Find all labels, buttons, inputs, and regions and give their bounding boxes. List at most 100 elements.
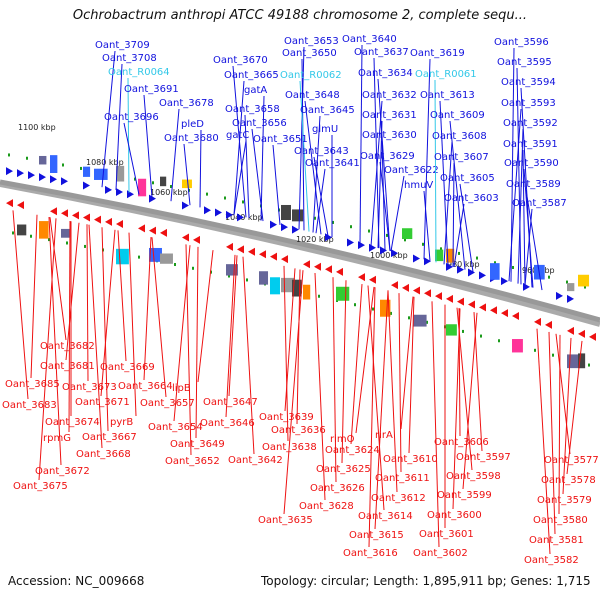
gene-leader-line — [449, 120, 466, 270]
gene-leader-line — [49, 217, 67, 341]
forward-gene-label: Oant_3643 — [294, 146, 349, 157]
reverse-gene-label: Oant_3675 — [13, 481, 68, 492]
reverse-gene-label: Oant_3582 — [524, 555, 579, 566]
reverse-gene-label: Oant_3639 — [259, 412, 314, 423]
reverse-gene-label: Oant_3624 — [325, 445, 380, 456]
reverse-gene-label: Oant_3612 — [371, 493, 426, 504]
tick-mark — [174, 263, 176, 267]
reverse-gene-arrow — [589, 332, 596, 341]
reverse-gene-arrow — [281, 255, 288, 264]
reverse-gene-arrow — [237, 245, 244, 254]
forward-gene-label: Oant_3607 — [434, 152, 489, 163]
tick-mark — [458, 251, 460, 255]
forward-gene-label: Oant_3605 — [440, 173, 495, 184]
reverse-gene-label: Oant_3626 — [310, 483, 365, 494]
forward-gene-label: Oant_3645 — [300, 105, 355, 116]
tick-mark — [152, 181, 154, 185]
feature-block — [512, 339, 523, 353]
reverse-gene-arrow — [369, 275, 376, 284]
reverse-gene-arrow — [391, 281, 398, 290]
tick-mark — [552, 353, 554, 357]
gene-leader-line — [459, 183, 474, 272]
reverse-gene-label: lipB — [172, 383, 191, 394]
gene-leader-line — [377, 78, 391, 251]
forward-gene-arrow — [413, 254, 420, 263]
reverse-gene-arrow — [83, 213, 90, 222]
forward-gene-arrow — [380, 246, 387, 255]
reverse-gene-arrow — [6, 199, 13, 208]
tick-mark — [368, 229, 370, 233]
gene-leader-line — [251, 128, 264, 222]
reverse-gene-arrow — [72, 211, 79, 220]
reverse-gene-label: Oant_3673 — [62, 382, 117, 393]
tick-mark — [80, 166, 82, 170]
gene-leader-line — [128, 232, 137, 417]
reverse-gene-label: Oant_3664 — [118, 381, 173, 392]
gene-leader-line — [355, 286, 375, 434]
feature-block — [39, 221, 49, 239]
forward-gene-label: Oant_3680 — [164, 133, 219, 144]
feature-block — [281, 204, 291, 221]
feature-block — [61, 228, 70, 238]
gene-leader-line — [244, 114, 250, 219]
kbp-tick-label: 1060 kbp — [150, 188, 188, 197]
reverse-gene-label: Oant_3611 — [375, 473, 430, 484]
gene-leader-line — [562, 337, 572, 495]
gene-leader-line — [517, 128, 524, 284]
reverse-gene-arrow — [435, 292, 442, 301]
forward-gene-arrow — [468, 268, 475, 277]
gene-leader-line — [373, 57, 380, 249]
reverse-gene-label: Oant_3578 — [541, 475, 596, 486]
tick-mark — [386, 233, 388, 237]
gene-leader-line — [197, 250, 214, 383]
accession-text: Accession: NC_009668 — [8, 574, 145, 588]
tick-mark — [84, 244, 86, 248]
gene-leader-line — [151, 237, 167, 398]
forward-gene-arrow — [556, 291, 563, 300]
reverse-gene-arrow — [424, 289, 431, 298]
forward-gene-label: Oant_3592 — [503, 118, 558, 129]
forward-gene-label: Oant_3634 — [358, 68, 413, 79]
forward-genes: Oant_3709 Oant_3708 Oant_R0064 Oant_3691 Oan… — [95, 34, 567, 291]
reverse-gene-label: Oant_3657 — [140, 398, 195, 409]
kbp-tick-label: 1000 kbp — [370, 251, 408, 260]
gene-leader-line — [548, 331, 556, 535]
forward-gene-label: Oant_3593 — [501, 98, 556, 109]
gene-leader-line — [370, 100, 383, 247]
feature-tracks — [6, 155, 596, 369]
reverse-gene-label: pyrB — [110, 417, 133, 428]
forward-gene-label: Oant_3589 — [506, 179, 561, 190]
forward-gene-label: Oant_3709 — [95, 40, 150, 51]
reverse-gene-label: Oant_3669 — [100, 362, 155, 373]
gene-leader-line — [283, 265, 289, 442]
reverse-gene-label: Oant_3581 — [529, 535, 584, 546]
forward-gene-label: Oant_3670 — [213, 55, 268, 66]
feature-block — [446, 248, 455, 263]
tick-mark — [548, 275, 550, 279]
tick-mark — [228, 274, 230, 278]
gene-leader-line — [423, 58, 431, 260]
gene-leader-line — [233, 80, 245, 215]
reverse-gene-label: Oant_3642 — [228, 455, 283, 466]
reverse-gene-arrow — [94, 215, 101, 224]
forward-gene-label: hmuV — [404, 180, 433, 191]
forward-gene-arrow — [17, 169, 24, 178]
reverse-gene-arrow — [325, 265, 332, 274]
tick-mark — [242, 200, 244, 204]
forward-gene-label: Oant_3637 — [354, 47, 409, 58]
tick-mark — [224, 196, 226, 200]
gene-leader-line — [283, 270, 304, 515]
gene-leader-line — [296, 269, 301, 425]
forward-gene-label: Oant_3658 — [225, 104, 280, 115]
reverse-gene-arrow — [182, 233, 189, 242]
feature-block — [50, 155, 58, 173]
forward-gene-arrow — [501, 277, 508, 286]
reverse-gene-label: Oant_3672 — [35, 466, 90, 477]
forward-gene-label: Oant_3619 — [410, 48, 465, 59]
tick-mark — [318, 294, 320, 298]
forward-gene-arrow — [226, 210, 233, 219]
gene-leader-line — [374, 290, 389, 530]
forward-gene-arrow — [28, 171, 35, 180]
forward-gene-arrow — [116, 188, 123, 197]
